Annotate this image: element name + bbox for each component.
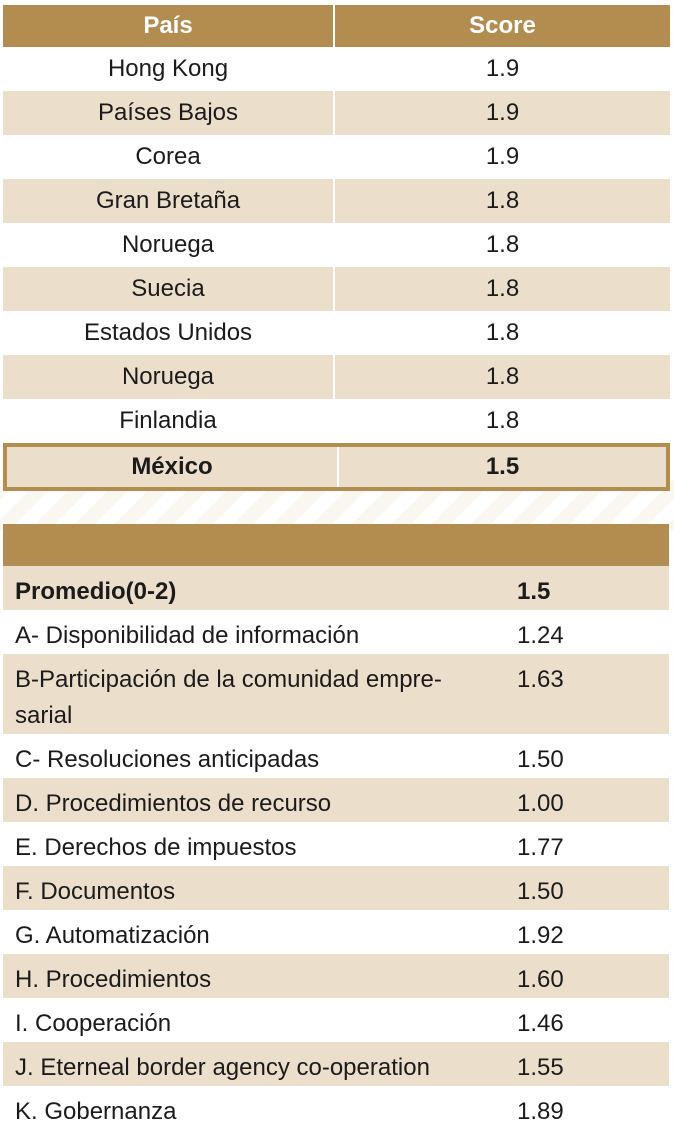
score-cell: 1.8 bbox=[485, 231, 520, 258]
indicator-value: 1.63 bbox=[517, 666, 564, 693]
table-row: Finlandia 1.8 bbox=[3, 399, 670, 443]
indicator-value: 1.46 bbox=[517, 1010, 564, 1037]
table-row: Gran Bretaña 1.8 bbox=[3, 179, 670, 223]
indicator-label: A- Disponibilidad de información bbox=[15, 622, 360, 649]
country-cell: Países Bajos bbox=[3, 91, 335, 135]
score-cell: 1.8 bbox=[485, 319, 520, 346]
indicator-label: Promedio(0-2) bbox=[15, 578, 177, 605]
table-row: Países Bajos 1.9 bbox=[3, 91, 670, 135]
table-row: Noruega 1.8 bbox=[3, 223, 670, 267]
table-row: A- Disponibilidad de información 1.24 bbox=[3, 610, 669, 654]
indicator-value: 1.5 bbox=[517, 578, 551, 605]
header-country: País bbox=[3, 5, 335, 47]
indicator-value: 1.55 bbox=[517, 1054, 564, 1081]
score-cell: 1.8 bbox=[485, 187, 520, 214]
table-row: C- Resoluciones anticipadas 1.50 bbox=[3, 734, 669, 778]
country-cell: Suecia bbox=[3, 267, 335, 311]
indicator-label: E. Derechos de impuestos bbox=[15, 834, 297, 861]
indicator-value: 1.24 bbox=[517, 622, 564, 649]
table-header-bar bbox=[3, 524, 669, 566]
country-cell: Corea bbox=[3, 135, 335, 179]
score-cell: 1.8 bbox=[485, 275, 520, 302]
table-row: J. Eterneal border agency co-operation 1… bbox=[3, 1042, 669, 1086]
table-header: País Score bbox=[3, 5, 670, 47]
indicator-value: 1.50 bbox=[517, 878, 564, 905]
country-cell: Noruega bbox=[3, 355, 335, 399]
score-cell: 1.8 bbox=[485, 363, 520, 390]
indicator-label: G. Automatización bbox=[15, 922, 210, 949]
country-cell: Gran Bretaña bbox=[3, 179, 335, 223]
indicator-value: 1.60 bbox=[517, 966, 564, 993]
indicator-table: Promedio(0-2) 1.5 A- Disponibilidad de i… bbox=[3, 524, 669, 1130]
indicator-label: H. Procedimientos bbox=[15, 966, 212, 993]
table-row: F. Documentos 1.50 bbox=[3, 866, 669, 910]
score-cell: 1.9 bbox=[485, 99, 520, 126]
indicator-label: F. Documentos bbox=[15, 878, 176, 905]
score-cell: 1.9 bbox=[485, 143, 520, 170]
highlighted-row-mexico: México 1.5 bbox=[3, 443, 670, 491]
indicator-label: C- Resoluciones anticipadas bbox=[15, 746, 320, 773]
indicator-value: 1.50 bbox=[517, 746, 564, 773]
table-row: D. Procedimientos de recurso 1.00 bbox=[3, 778, 669, 822]
table-row: Promedio(0-2) 1.5 bbox=[3, 566, 669, 610]
indicator-label: B-Participación de la comunidad empre-sa… bbox=[15, 666, 442, 729]
header-score: Score bbox=[469, 12, 536, 39]
indicator-value: 1.00 bbox=[517, 790, 564, 817]
table-row: K. Gobernanza 1.89 bbox=[3, 1086, 669, 1130]
indicator-value: 1.92 bbox=[517, 922, 564, 949]
score-cell: 1.8 bbox=[485, 407, 520, 434]
table-row: G. Automatización 1.92 bbox=[3, 910, 669, 954]
table-row: I. Cooperación 1.46 bbox=[3, 998, 669, 1042]
indicator-label: J. Eterneal border agency co-operation bbox=[15, 1054, 430, 1081]
country-cell: Noruega bbox=[3, 223, 335, 267]
country-cell: Hong Kong bbox=[3, 47, 335, 91]
score-cell: 1.9 bbox=[485, 55, 520, 82]
country-cell: México bbox=[7, 447, 339, 487]
table-row: Suecia 1.8 bbox=[3, 267, 670, 311]
table-row: Hong Kong 1.9 bbox=[3, 47, 670, 91]
country-cell: Estados Unidos bbox=[3, 311, 335, 355]
country-ranking-table: País Score Hong Kong 1.9 Países Bajos 1.… bbox=[3, 5, 670, 491]
table-row: E. Derechos de impuestos 1.77 bbox=[3, 822, 669, 866]
indicator-label: I. Cooperación bbox=[15, 1010, 172, 1037]
indicator-label: K. Gobernanza bbox=[15, 1098, 177, 1125]
indicator-value: 1.89 bbox=[517, 1098, 564, 1125]
table-row: H. Procedimientos 1.60 bbox=[3, 954, 669, 998]
indicator-value: 1.77 bbox=[517, 834, 564, 861]
table-row: Noruega 1.8 bbox=[3, 355, 670, 399]
score-cell: 1.5 bbox=[485, 453, 520, 480]
table-row: Estados Unidos 1.8 bbox=[3, 311, 670, 355]
indicator-label: D. Procedimientos de recurso bbox=[15, 790, 332, 817]
table-row: Corea 1.9 bbox=[3, 135, 670, 179]
country-cell: Finlandia bbox=[3, 399, 335, 443]
table-row: B-Participación de la comunidad empre-sa… bbox=[3, 654, 669, 734]
